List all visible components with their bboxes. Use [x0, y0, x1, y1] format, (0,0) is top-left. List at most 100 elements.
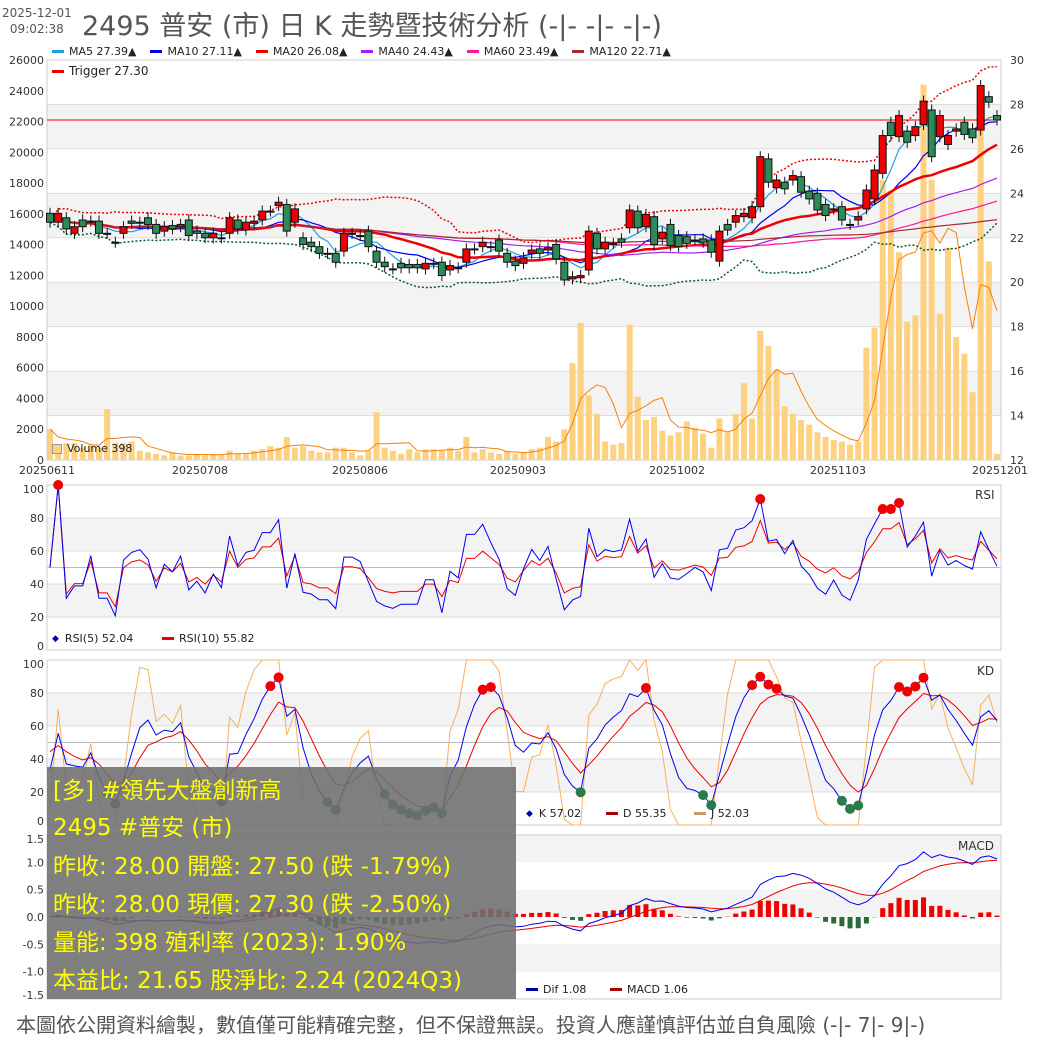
macd-histogram-bar	[806, 912, 812, 917]
kd-panel-title: KD	[977, 664, 995, 678]
candle	[764, 158, 773, 183]
macd-histogram-bar	[774, 901, 780, 917]
volume-axis-tick: 2000	[16, 423, 44, 436]
volume-bar	[994, 453, 1000, 460]
volume-bar	[406, 449, 413, 460]
volume-axis-tick: 16000	[9, 208, 44, 221]
volume-bar	[814, 432, 821, 460]
macd-histogram-bar	[716, 917, 722, 919]
volume-bar	[896, 252, 903, 460]
candle	[821, 203, 830, 217]
candle	[201, 232, 210, 239]
candle	[290, 208, 299, 223]
kd-overbought-dot	[273, 672, 284, 683]
candle	[446, 265, 455, 271]
candle	[731, 215, 740, 223]
rsi-axis-tick: 100	[23, 483, 44, 496]
volume-bar	[267, 446, 274, 460]
legend-ma-item: MA120 22.71▲	[572, 45, 671, 58]
volume-bar	[651, 416, 658, 460]
candle	[323, 252, 332, 255]
macd-histogram-bar	[586, 914, 592, 917]
volume-bar	[487, 452, 494, 460]
candle	[143, 217, 152, 225]
legend-d: D 55.35	[606, 807, 666, 820]
volume-bar	[144, 452, 151, 460]
rsi-overbought-dot	[885, 504, 896, 515]
candle	[560, 261, 569, 281]
volume-bar	[912, 315, 919, 460]
candle	[617, 238, 626, 243]
volume-bar	[798, 420, 805, 460]
rsi-overbought-dot	[877, 504, 888, 515]
candle	[233, 219, 242, 230]
candle	[486, 246, 495, 249]
volume-bar	[626, 324, 633, 460]
macd-histogram-bar	[855, 917, 861, 929]
candle	[356, 235, 365, 238]
candle	[168, 225, 177, 230]
macd-histogram-bar	[627, 905, 633, 917]
legend-swatch	[150, 50, 163, 53]
macd-histogram-bar	[937, 905, 943, 917]
candle	[609, 242, 618, 245]
volume-bar	[577, 323, 584, 460]
price-axis-tick: 12	[1010, 454, 1024, 467]
volume-bar	[300, 446, 307, 460]
timestamp: 2025-12-01 09:02:38	[2, 5, 72, 37]
candle	[846, 223, 855, 226]
candle	[511, 260, 520, 267]
overlay-pe-pb: 本益比: 21.65 股淨比: 2.24 (2024Q3)	[53, 968, 463, 994]
candle	[748, 206, 757, 219]
candle	[911, 126, 920, 137]
macd-histogram-bar	[929, 905, 935, 917]
candle	[984, 96, 993, 103]
candle	[176, 223, 185, 228]
candle	[674, 235, 683, 248]
macd-axis-tick: 1.5	[27, 833, 45, 846]
macd-histogram-bar	[782, 903, 788, 917]
legend-ma-item: MA60 23.49▲	[466, 45, 558, 58]
rsi-overbought-dot	[894, 497, 905, 508]
price-axis-tick: 20	[1010, 276, 1024, 289]
candle	[315, 246, 324, 254]
volume-bar	[822, 436, 829, 460]
volume-bar	[806, 424, 813, 460]
volume-ma-line	[49, 227, 998, 456]
legend-j: J 52.03	[694, 807, 749, 820]
candle	[331, 252, 340, 263]
macd-histogram-bar	[880, 908, 886, 917]
volume-bar	[349, 452, 356, 460]
volume-bar	[447, 447, 454, 460]
candle	[682, 236, 691, 244]
volume-bar	[430, 449, 437, 460]
volume-bar	[471, 452, 478, 460]
legend-ma-item: MA20 26.08▲	[255, 45, 347, 58]
legend-swatch	[255, 50, 268, 53]
volume-bar	[961, 353, 968, 460]
volume-bar	[838, 441, 845, 460]
kd-overbought-dot	[265, 681, 276, 692]
grid-band	[47, 584, 1001, 617]
candle	[552, 243, 561, 260]
candle	[723, 223, 732, 231]
candle	[225, 217, 234, 234]
kd-axis-tick: 20	[30, 786, 44, 799]
date-axis-tick: 20250903	[490, 464, 546, 477]
volume-bar	[120, 443, 127, 460]
candle	[241, 221, 250, 231]
date-axis-tick: 20251103	[810, 464, 866, 477]
price-axis-tick: 22	[1010, 232, 1024, 245]
volume-bar	[463, 436, 470, 460]
volume-bar	[520, 452, 527, 460]
candle	[625, 209, 634, 229]
macd-axis-tick: 1.0	[27, 856, 45, 869]
legend-rsi10-label: RSI(10) 55.82	[179, 632, 255, 645]
macd-histogram-bar	[659, 910, 665, 917]
volume-bar	[659, 430, 666, 460]
volume-bar	[455, 450, 462, 460]
candle	[699, 238, 708, 243]
volume-bar	[373, 412, 380, 460]
macd-histogram-bar	[684, 917, 690, 918]
